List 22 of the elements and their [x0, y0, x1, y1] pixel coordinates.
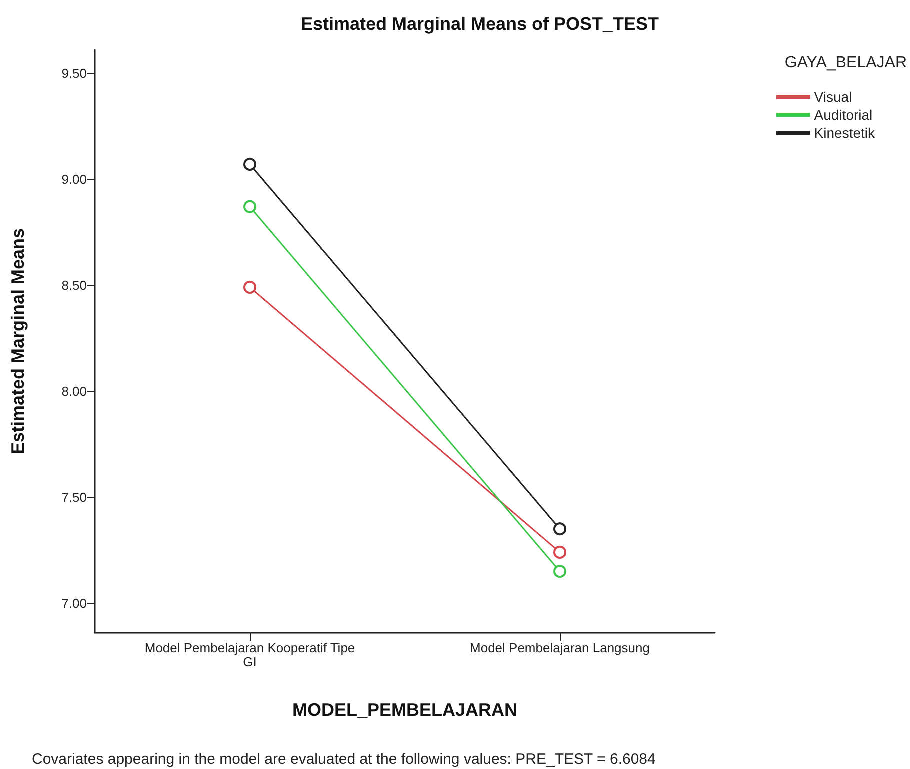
x-tick-label: Model Pembelajaran Langsung — [470, 640, 650, 656]
point — [554, 565, 566, 578]
y-tick-label: 9.50 — [62, 66, 87, 81]
chart-title: Estimated Marginal Means of POST_TEST — [300, 14, 660, 34]
point — [244, 200, 256, 214]
y-tick-label: 8.00 — [62, 384, 87, 399]
y-axis-title: Estimated Marginal Means — [8, 228, 28, 455]
y-tick-label: 7.00 — [62, 596, 87, 611]
point — [554, 546, 566, 559]
point — [244, 280, 256, 294]
legend-title: GAYA_BELAJAR — [784, 54, 907, 72]
x-tick-label: Model Pembelajaran Kooperatif Tipe GI — [144, 640, 356, 670]
legend-label: Kinestetik — [814, 125, 876, 141]
x-axis-title: MODEL_PEMBELAJARAN — [292, 700, 518, 720]
y-tick-label: 8.50 — [62, 278, 87, 293]
text: Covariates appearing in the model are evaluated at the following values: PRE_TEST = 6.6084 — [32, 751, 656, 768]
y-tick-label: 7.50 — [62, 490, 87, 505]
point — [554, 522, 566, 536]
y-tick-label: 9.00 — [62, 172, 87, 187]
legend-label: Auditorial — [814, 107, 873, 123]
legend-label: Visual — [814, 89, 852, 105]
point — [244, 158, 256, 171]
